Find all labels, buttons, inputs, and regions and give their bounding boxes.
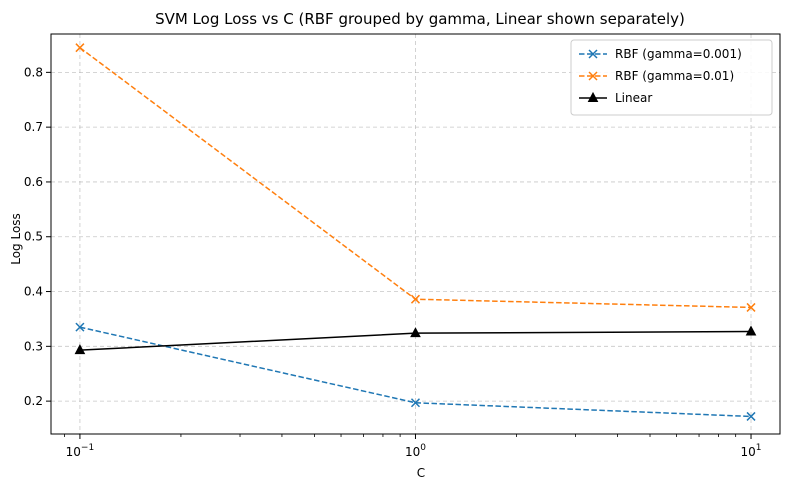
y-tick-label-4: 0.6 xyxy=(24,175,43,189)
y-tick-label-3: 0.5 xyxy=(24,230,43,244)
series-1-point-0-b xyxy=(75,43,85,53)
series-0 xyxy=(75,322,756,421)
legend-marker-0 xyxy=(588,49,598,59)
legend-marker-1-b xyxy=(588,71,598,81)
legend-label-2: Linear xyxy=(615,91,652,105)
series-2-point-2 xyxy=(745,325,757,336)
series-0-point-0 xyxy=(75,322,85,332)
series-1 xyxy=(75,43,756,312)
x-tick-label-2: 101 xyxy=(741,443,762,459)
legend-label-1: RBF (gamma=0.01) xyxy=(615,69,734,83)
series-2-point-0 xyxy=(74,344,86,355)
x-tick-label-0: 10−1 xyxy=(66,443,95,459)
series-1-point-1-b xyxy=(410,294,421,304)
chart-title: SVM Log Loss vs C (RBF grouped by gamma,… xyxy=(155,10,685,28)
y-tick-label-2: 0.4 xyxy=(24,285,43,299)
x-tick-label-1: 100 xyxy=(405,443,426,459)
axes-ticks: 10−1 100 101 0.2 0.3 0.4 0.5 0.6 0.7 0.8 xyxy=(24,65,762,459)
series-0-point-2-b xyxy=(746,411,756,421)
y-axis-label: Log Loss xyxy=(9,213,23,265)
series-0-point-1-b xyxy=(410,398,421,408)
series-1-point-0 xyxy=(75,43,85,53)
series-0-point-2 xyxy=(746,411,756,421)
legend-label-0: RBF (gamma=0.001) xyxy=(615,47,742,61)
y-tick-label-1: 0.3 xyxy=(24,339,43,353)
plot-series xyxy=(74,43,757,421)
series-1-point-2-b xyxy=(746,302,756,312)
legend-box xyxy=(570,39,773,116)
series-1-point-2 xyxy=(746,302,756,312)
y-tick-label-5: 0.7 xyxy=(24,120,43,134)
grid xyxy=(51,34,780,434)
y-tick-label-6: 0.8 xyxy=(24,65,43,79)
y-tick-label-0: 0.2 xyxy=(24,394,43,408)
legend: RBF (gamma=0.001) RBF (gamma=0.01) Linear xyxy=(570,39,773,116)
series-1-point-1 xyxy=(410,294,421,304)
legend-marker-1 xyxy=(588,71,598,81)
series-2 xyxy=(74,325,757,355)
series-0-point-1 xyxy=(410,398,421,408)
legend-marker-0-b xyxy=(588,49,598,59)
series-0-point-0-b xyxy=(75,322,85,332)
x-axis-label: C xyxy=(417,466,425,480)
series-2-point-1 xyxy=(410,327,421,338)
legend-marker-2 xyxy=(587,91,599,102)
series-line-0 xyxy=(79,326,752,418)
